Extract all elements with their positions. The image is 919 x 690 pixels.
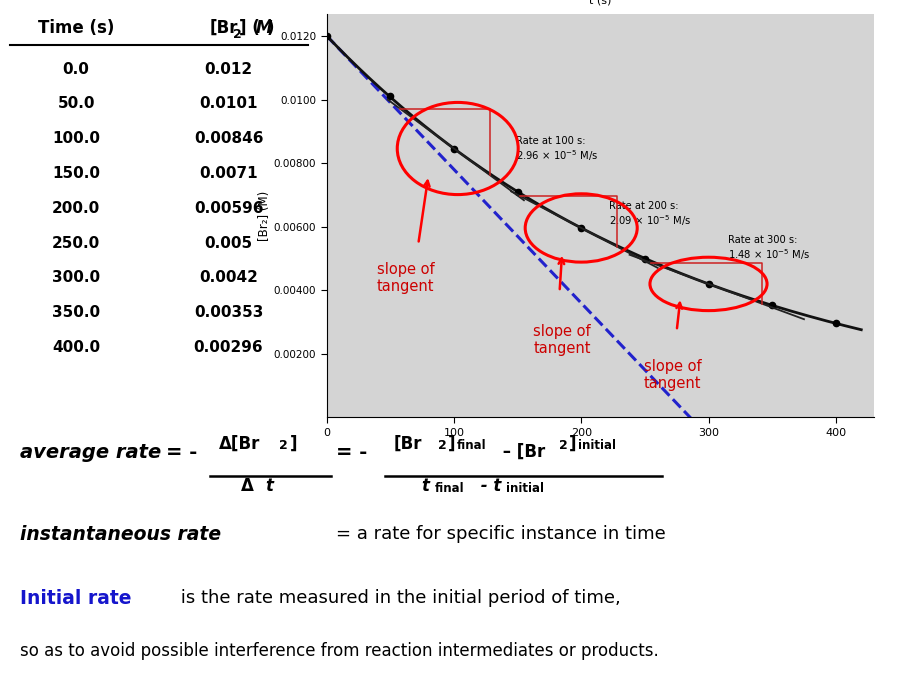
Text: final: final	[457, 439, 486, 452]
Text: 2: 2	[233, 28, 242, 41]
Text: Rate at 200 s:
2.09 × 10$^{-5}$ M/s: Rate at 200 s: 2.09 × 10$^{-5}$ M/s	[608, 201, 691, 228]
Y-axis label: [Br₂] (M): [Br₂] (M)	[257, 190, 270, 241]
Text: 0.005: 0.005	[204, 235, 253, 250]
Text: Time (s): Time (s)	[38, 19, 114, 37]
Text: ]: ]	[568, 435, 575, 453]
Text: ]: ]	[289, 435, 297, 453]
Text: = a rate for specific instance in time: = a rate for specific instance in time	[335, 525, 664, 543]
Text: slope of
tangent: slope of tangent	[533, 324, 590, 356]
Text: 200.0: 200.0	[52, 201, 100, 216]
Text: – [Br: – [Br	[496, 443, 544, 461]
Text: [Br: [Br	[393, 435, 422, 453]
Text: ]: ]	[448, 435, 455, 453]
Text: 2: 2	[437, 439, 447, 452]
Text: Δ: Δ	[241, 477, 254, 495]
Text: 2: 2	[559, 439, 568, 452]
Text: M: M	[255, 19, 272, 37]
Text: Δ[Br: Δ[Br	[219, 435, 260, 453]
Text: Initial rate: Initial rate	[20, 589, 131, 608]
Text: is the rate measured in the initial period of time,: is the rate measured in the initial peri…	[175, 589, 620, 607]
Text: t: t	[265, 477, 273, 495]
Text: final: final	[435, 482, 464, 495]
Text: 0.00353: 0.00353	[194, 305, 263, 320]
Text: 250.0: 250.0	[52, 235, 100, 250]
Text: ] (: ] (	[238, 19, 259, 37]
Text: Rate at 300 s:
1.48 × 10$^{-5}$ M/s: Rate at 300 s: 1.48 × 10$^{-5}$ M/s	[727, 235, 809, 262]
Text: 0.0101: 0.0101	[199, 97, 257, 111]
Text: 100.0: 100.0	[52, 131, 100, 146]
Text: 0.00596: 0.00596	[194, 201, 263, 216]
Text: 0.00296: 0.00296	[194, 340, 263, 355]
Text: instantaneous rate: instantaneous rate	[20, 525, 221, 544]
Text: 300.0: 300.0	[52, 270, 100, 285]
Text: t: t	[421, 477, 429, 495]
Text: 400.0: 400.0	[52, 340, 100, 355]
Text: average rate: average rate	[20, 443, 162, 462]
Text: 150.0: 150.0	[52, 166, 100, 181]
Text: - t: - t	[474, 477, 501, 495]
Text: so as to avoid possible interference from reaction intermediates or products.: so as to avoid possible interference fro…	[20, 642, 658, 660]
Text: slope of
tangent: slope of tangent	[376, 262, 434, 294]
Text: = -: = -	[335, 443, 367, 462]
Text: initial: initial	[505, 482, 543, 495]
Text: 0.012: 0.012	[204, 61, 253, 77]
Text: 0.0: 0.0	[62, 61, 89, 77]
Text: 0.00846: 0.00846	[194, 131, 263, 146]
Text: 350.0: 350.0	[52, 305, 100, 320]
Text: Rate at 100 s:
2.96 × 10$^{-5}$ M/s: Rate at 100 s: 2.96 × 10$^{-5}$ M/s	[516, 136, 598, 164]
Text: [Br: [Br	[210, 19, 238, 37]
Text: 2: 2	[278, 439, 288, 452]
Text: = -: = -	[165, 443, 197, 462]
Text: ): )	[267, 19, 274, 37]
Text: t (s): t (s)	[588, 0, 611, 6]
Text: 0.0042: 0.0042	[199, 270, 257, 285]
Text: 50.0: 50.0	[57, 97, 95, 111]
Text: 0.0071: 0.0071	[199, 166, 257, 181]
Text: initial: initial	[577, 439, 615, 452]
Text: slope of
tangent: slope of tangent	[643, 359, 701, 391]
